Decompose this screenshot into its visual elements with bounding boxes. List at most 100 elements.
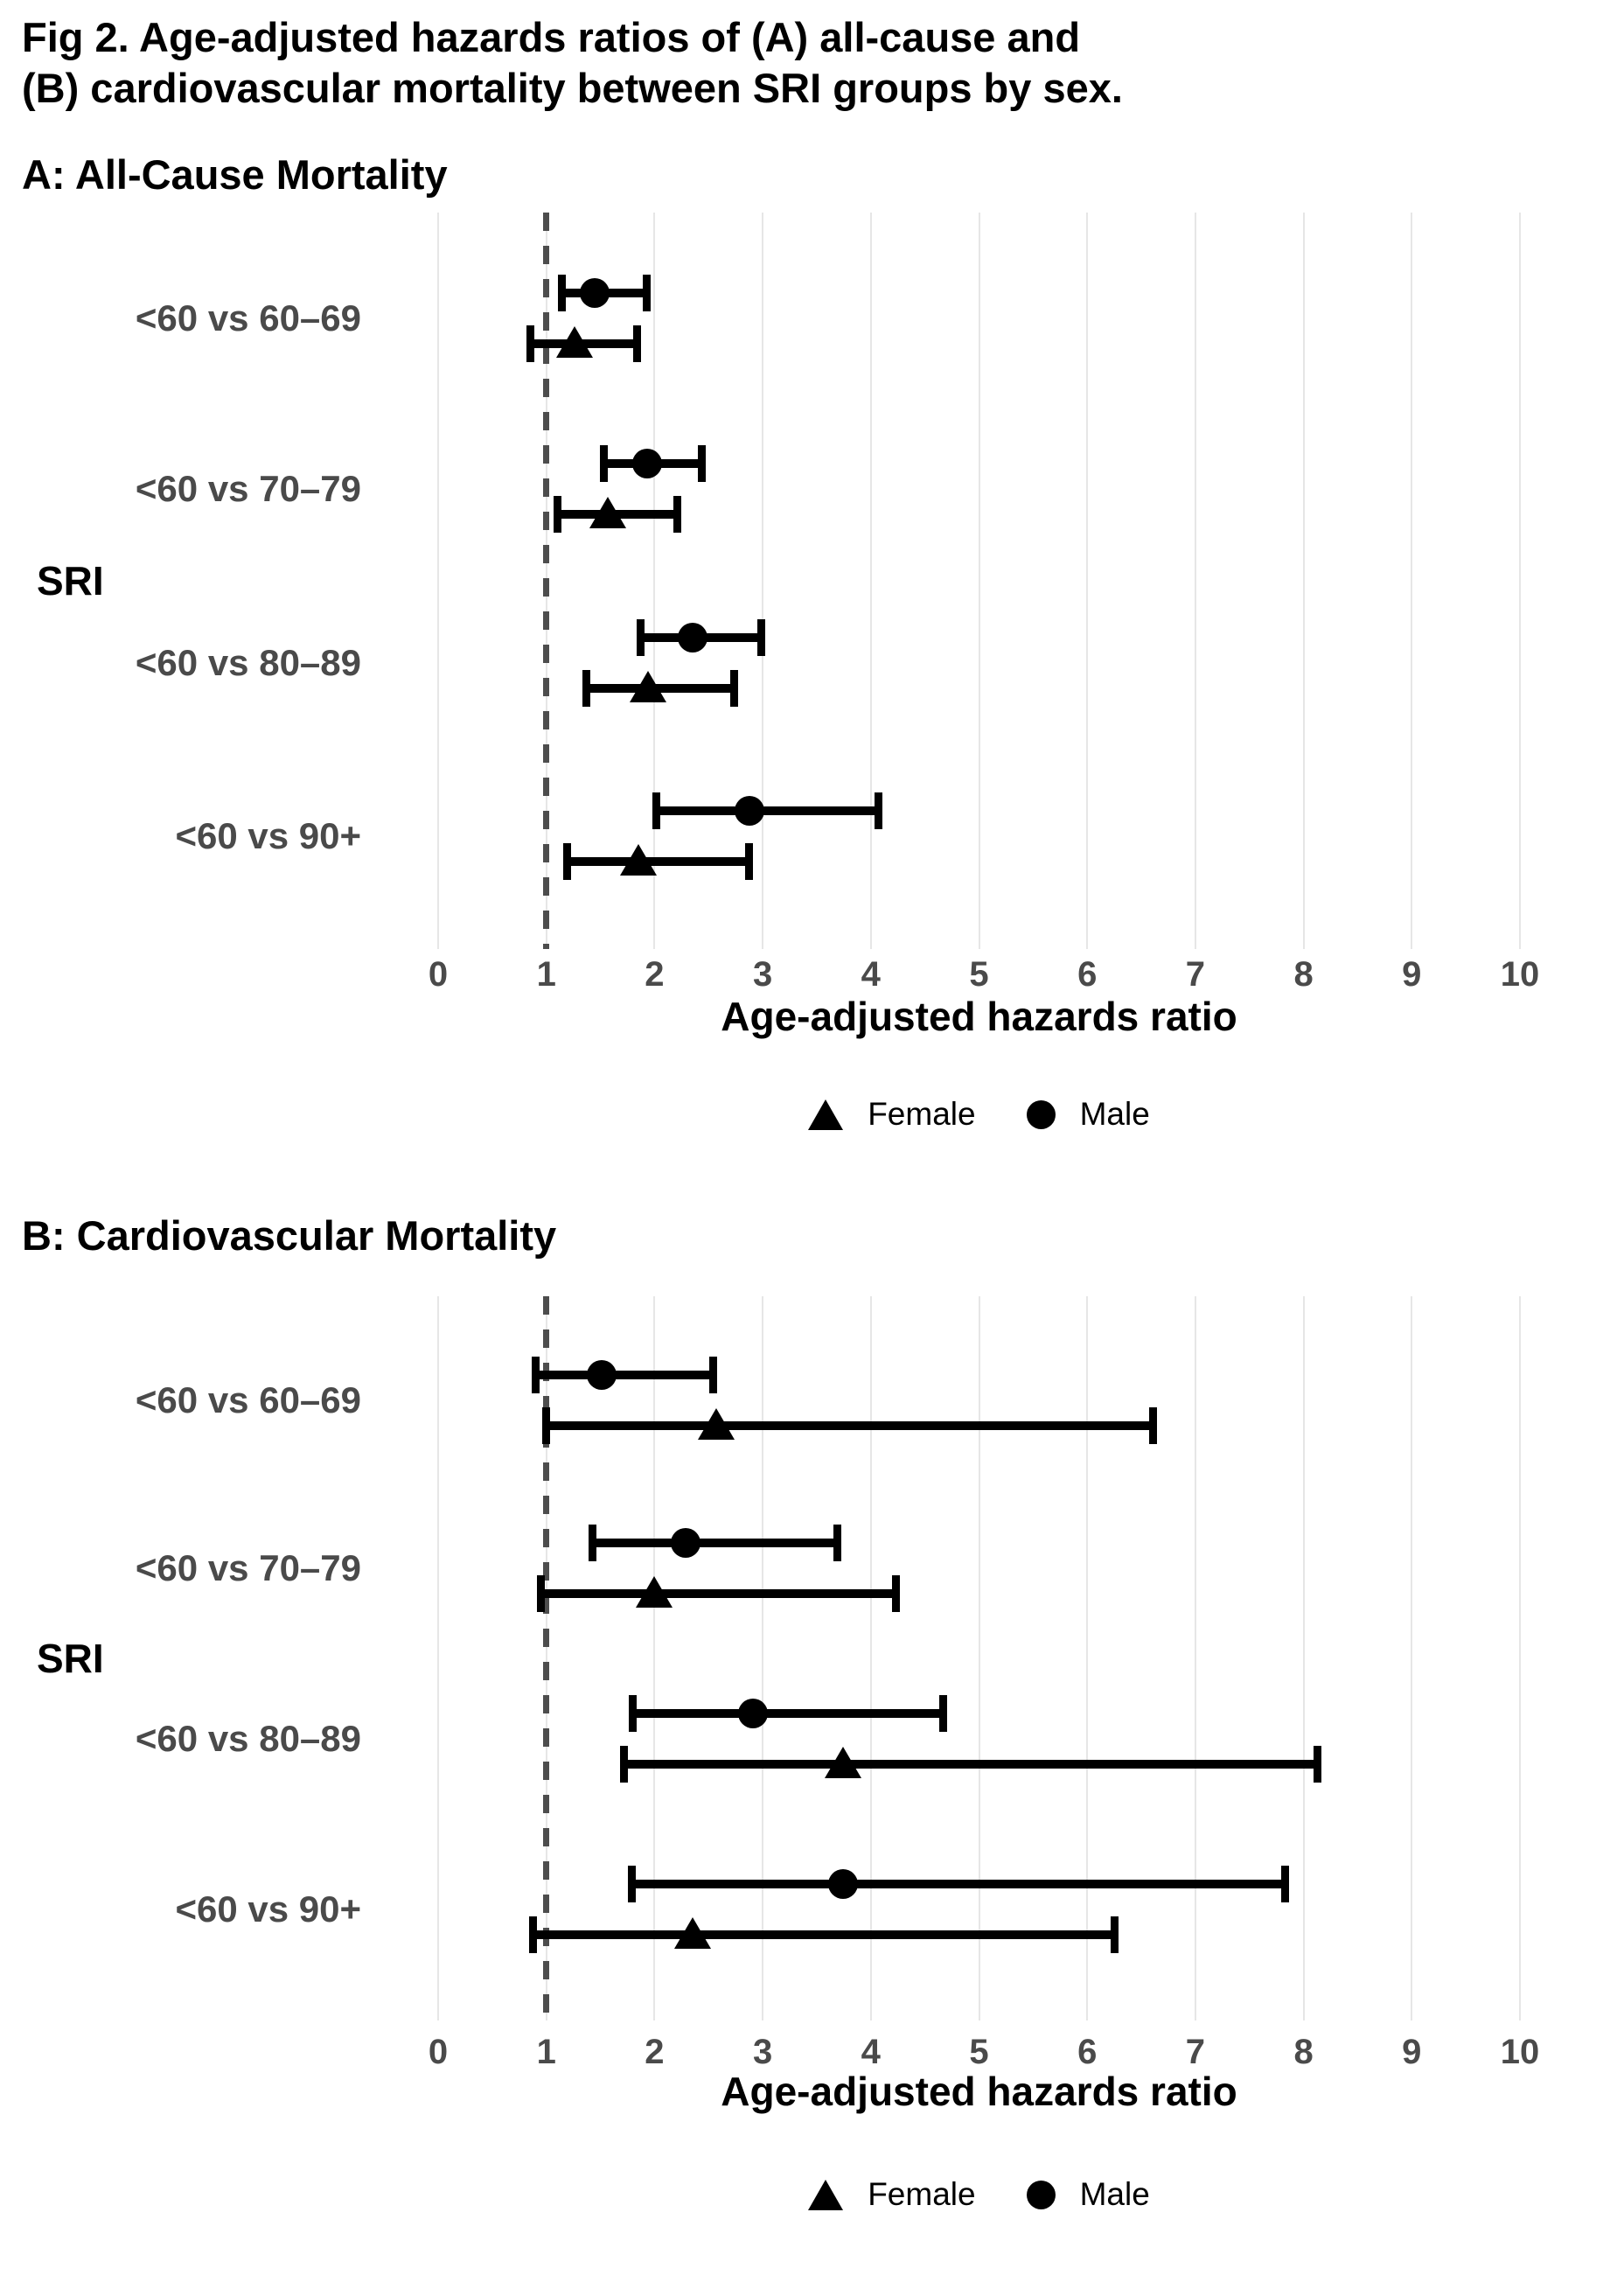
ci-cap-high-male-row3 (757, 618, 766, 656)
reference-line-hr-1 (543, 1296, 550, 2020)
ci-cap-high-female-row1 (1149, 1407, 1158, 1445)
gridline-x-0 (437, 1296, 439, 2020)
ci-cap-low-female-row2 (553, 496, 561, 534)
legend-male-label: Male (1079, 2176, 1150, 2212)
panel-b-y-axis-label: SRI (37, 1636, 104, 1681)
marker-male-row1 (586, 1360, 617, 1391)
ci-cap-low-female-row1 (526, 325, 534, 363)
ci-bar-male-row1 (535, 1371, 714, 1380)
ci-cap-low-female-row4 (562, 843, 571, 881)
x-tick-label-1: 1 (536, 955, 556, 994)
gridline-x-8 (1302, 1296, 1305, 2020)
ci-cap-high-male-row3 (939, 1695, 948, 1733)
gridline-x-8 (1302, 213, 1305, 949)
x-tick-label-3: 3 (752, 955, 773, 994)
x-tick-label-8: 8 (1293, 2033, 1314, 2071)
marker-female-row2 (636, 1575, 673, 1608)
ci-cap-high-female-row1 (633, 325, 642, 363)
legend-item-male: Male (1026, 2176, 1150, 2213)
female-triangle-icon (808, 1099, 844, 1130)
x-tick-label-1: 1 (536, 2033, 556, 2071)
marker-male-row4 (735, 796, 765, 827)
x-tick-label-2: 2 (645, 2033, 665, 2071)
x-tick-label-6: 6 (1077, 955, 1098, 994)
gridline-x-9 (1411, 1296, 1413, 2020)
panel-a-y-axis-label: SRI (37, 558, 104, 604)
ci-cap-high-male-row2 (698, 445, 707, 483)
gridline-x-0 (437, 213, 439, 949)
x-tick-label-8: 8 (1293, 955, 1314, 994)
gridline-x-4 (869, 1296, 872, 2020)
ci-cap-high-female-row2 (673, 496, 681, 534)
gridline-x-2 (653, 213, 656, 949)
marker-female-row1 (555, 326, 593, 359)
x-tick-label-9: 9 (1402, 2033, 1422, 2071)
legend-item-female: Female (808, 2176, 976, 2213)
gridline-x-4 (869, 213, 872, 949)
legend-male-label: Male (1079, 1096, 1150, 1132)
ci-cap-high-female-row4 (744, 843, 753, 881)
ci-bar-male-row2 (592, 1538, 838, 1547)
panel-a-title: A: All-Cause Mortality (22, 151, 448, 198)
gridline-x-6 (1086, 1296, 1089, 2020)
legend-item-male: Male (1026, 1096, 1150, 1133)
panel-a-x-axis-ticks: 0 1 2 3 4 5 6 7 8 9 10 (384, 955, 1574, 995)
male-circle-icon (1026, 2180, 1056, 2209)
ci-bar-male-row3 (632, 1709, 944, 1719)
ci-cap-low-male-row4 (652, 792, 661, 830)
ci-cap-low-female-row3 (582, 669, 590, 707)
panel-a-plot-area (384, 213, 1574, 949)
panel-b-x-axis-ticks: 0 1 2 3 4 5 6 7 8 9 10 (384, 2033, 1574, 2073)
ci-cap-low-male-row3 (629, 1695, 638, 1733)
category-label: <60 vs 80–89 (135, 641, 361, 683)
ci-cap-high-female-row3 (1314, 1746, 1322, 1783)
gridline-x-5 (978, 213, 980, 949)
gridline-x-6 (1086, 213, 1089, 949)
gridline-x-9 (1411, 213, 1413, 949)
panel-b-legend: Female Male (384, 2176, 1574, 2213)
category-label: <60 vs 70–79 (135, 468, 361, 510)
category-label: <60 vs 60–69 (135, 297, 361, 339)
panel-b-x-axis-title: Age-adjusted hazards ratio (721, 2069, 1237, 2114)
category-label: <60 vs 90+ (175, 1888, 361, 1930)
category-label: <60 vs 70–79 (135, 1546, 361, 1588)
ci-cap-high-female-row4 (1110, 1916, 1119, 1954)
gridline-x-7 (1194, 213, 1196, 949)
ci-cap-high-female-row2 (891, 1574, 900, 1612)
x-tick-label-9: 9 (1402, 955, 1422, 994)
reference-line-hr-1 (543, 213, 550, 949)
figure-title-line2: (B) cardiovascular mortality between SRI… (22, 65, 1123, 111)
category-label: <60 vs 80–89 (135, 1718, 361, 1760)
ci-cap-low-male-row4 (627, 1866, 636, 1903)
female-triangle-icon (808, 2179, 844, 2210)
ci-bar-female-row4 (567, 857, 749, 867)
ci-cap-low-male-row1 (531, 1357, 540, 1394)
x-tick-label-10: 10 (1500, 955, 1540, 994)
legend-item-female: Female (808, 1096, 976, 1133)
gridline-x-2 (653, 1296, 656, 2020)
ci-cap-low-female-row2 (537, 1574, 545, 1612)
male-circle-icon (1026, 1099, 1056, 1129)
x-tick-label-5: 5 (969, 2033, 989, 2071)
x-tick-label-4: 4 (861, 2033, 881, 2071)
ci-cap-high-female-row3 (730, 669, 739, 707)
x-tick-label-10: 10 (1500, 2033, 1540, 2071)
ci-bar-female-row1 (546, 1421, 1153, 1431)
gridline-x-3 (762, 1296, 764, 2020)
category-label: <60 vs 60–69 (135, 1379, 361, 1421)
marker-male-row3 (677, 622, 707, 653)
ci-bar-male-row4 (631, 1880, 1286, 1889)
marker-female-row1 (697, 1408, 735, 1441)
marker-female-row2 (589, 497, 627, 529)
x-tick-label-0: 0 (428, 2033, 449, 2071)
marker-male-row3 (737, 1699, 768, 1729)
x-tick-label-0: 0 (428, 955, 449, 994)
figure-title-line1: Fig 2. Age-adjusted hazards ratios of (A… (22, 14, 1081, 60)
marker-female-row4 (619, 844, 657, 876)
x-tick-label-2: 2 (645, 955, 665, 994)
panel-a-legend: Female Male (384, 1096, 1574, 1133)
marker-male-row1 (580, 278, 610, 309)
ci-cap-low-male-row2 (599, 445, 608, 483)
gridline-x-7 (1194, 1296, 1196, 2020)
